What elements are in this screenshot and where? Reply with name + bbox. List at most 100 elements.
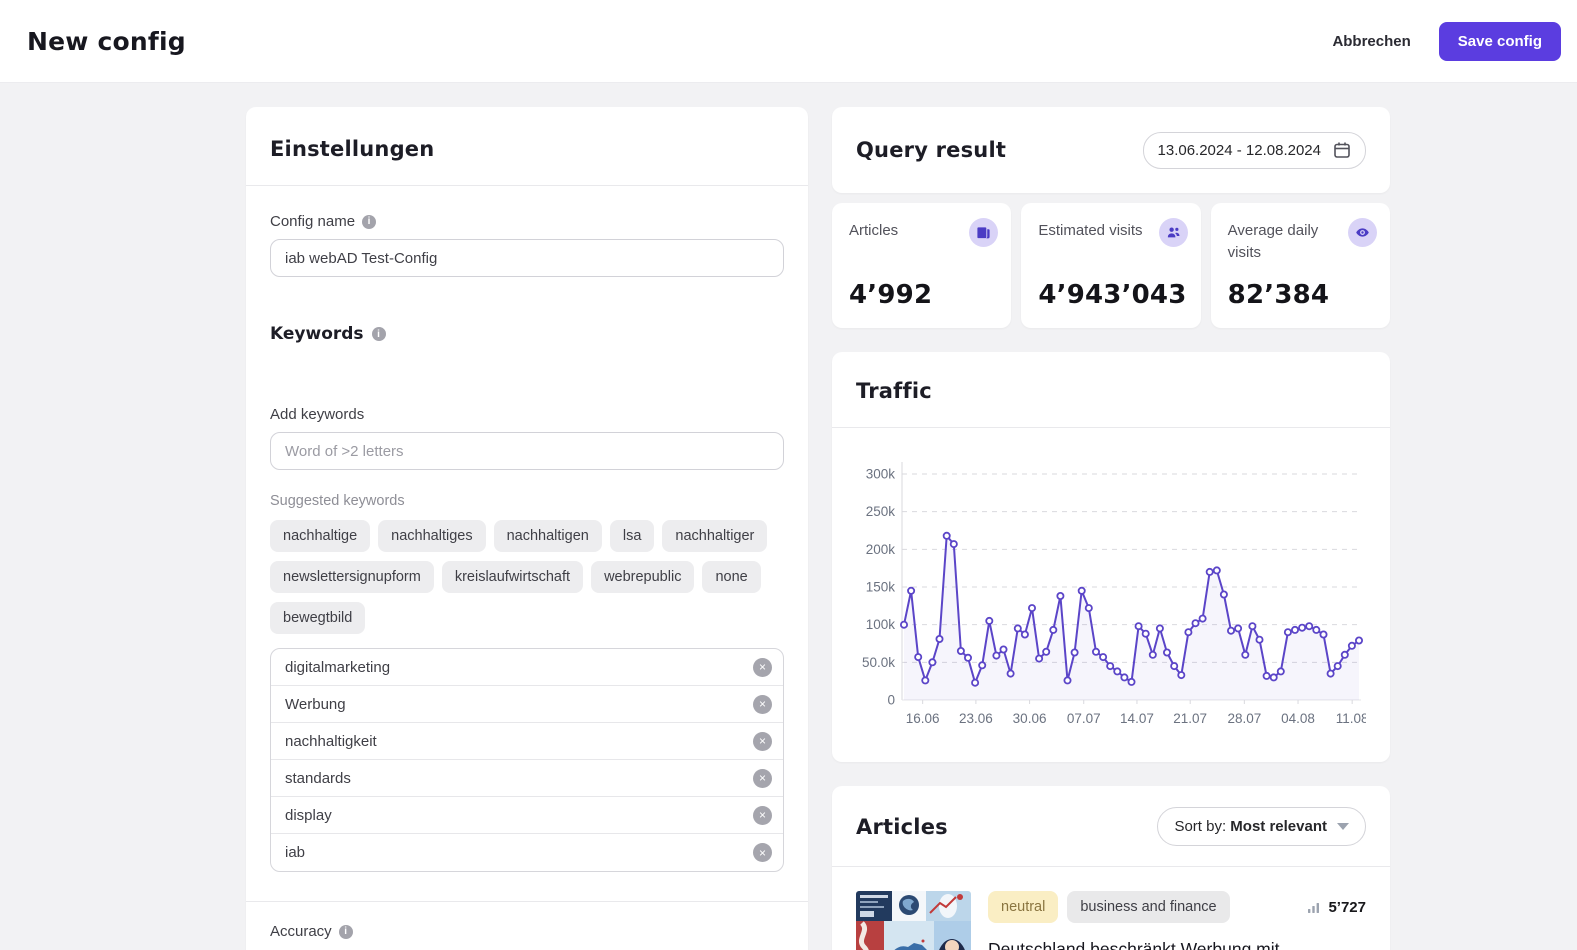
article-visits-value: 5’727 (1328, 899, 1366, 916)
suggested-keywords-label: Suggested keywords (270, 493, 784, 509)
accuracy-label: Accuracy (270, 923, 332, 940)
suggested-keyword-chip[interactable]: newslettersignupform (270, 561, 434, 593)
suggested-keyword-chip[interactable]: nachhaltige (270, 520, 370, 552)
traffic-card: Traffic 050.0k100k150k200k250k300k16.062… (832, 352, 1390, 762)
users-icon (1159, 218, 1188, 247)
keyword-label: Werbung (285, 696, 346, 713)
top-bar: New config Abbrechen Save config (0, 0, 1577, 83)
stat-value: 4’992 (849, 280, 997, 310)
cancel-button[interactable]: Abbrechen (1320, 23, 1422, 60)
sort-by-dropdown[interactable]: Sort by: Most relevant (1157, 807, 1366, 846)
traffic-title: Traffic (856, 379, 1366, 403)
stat-card-articles: Articles4’992 (832, 203, 1011, 328)
article-visits: 5’727 (1307, 899, 1366, 916)
config-name-input[interactable] (270, 239, 784, 277)
keyword-row: display × (271, 797, 783, 834)
articles-icon (969, 218, 998, 247)
svg-text:50.0k: 50.0k (862, 655, 895, 670)
info-icon[interactable]: i (362, 215, 376, 229)
remove-keyword-button[interactable]: × (753, 769, 772, 788)
stat-value: 82’384 (1228, 280, 1376, 310)
suggested-keyword-chip[interactable]: nachhaltigen (494, 520, 602, 552)
add-keywords-label: Add keywords (270, 406, 364, 423)
page-title: New config (27, 27, 186, 56)
bars-icon (1307, 900, 1321, 914)
articles-card: Articles Sort by: Most relevant neutralb… (832, 786, 1390, 950)
remove-keyword-button[interactable]: × (753, 732, 772, 751)
suggested-keyword-chip[interactable]: nachhaltiges (378, 520, 485, 552)
remove-keyword-button[interactable]: × (753, 843, 772, 862)
suggested-keywords-list: nachhaltigenachhaltiges nachhaltigenlsana… (270, 520, 784, 634)
calendar-icon (1333, 141, 1351, 159)
svg-text:250k: 250k (866, 504, 896, 519)
suggested-keyword-chip[interactable]: nachhaltiger (662, 520, 767, 552)
svg-text:04.08: 04.08 (1281, 711, 1315, 726)
keyword-label: nachhaltigkeit (285, 733, 377, 750)
settings-title: Einstellungen (270, 137, 784, 161)
svg-text:23.06: 23.06 (959, 711, 993, 726)
sort-by-label: Sort by: (1174, 818, 1226, 835)
suggested-keyword-chip[interactable]: kreislaufwirtschaft (442, 561, 583, 593)
divider (246, 901, 808, 902)
traffic-line-chart: 050.0k100k150k200k250k300k16.0623.0630.0… (856, 452, 1366, 754)
svg-text:28.07: 28.07 (1227, 711, 1261, 726)
add-keywords-input[interactable] (270, 432, 784, 470)
sort-by-value: Most relevant (1230, 818, 1327, 835)
keyword-row: iab × (271, 834, 783, 871)
category-badge: business and finance (1067, 891, 1229, 923)
svg-text:30.06: 30.06 (1013, 711, 1047, 726)
stat-value: 4’943’043 (1038, 280, 1186, 310)
query-result-title: Query result (856, 138, 1006, 162)
keyword-row: digitalmarketing × (271, 649, 783, 686)
save-config-button[interactable]: Save config (1439, 22, 1561, 61)
suggested-keyword-chip[interactable]: webrepublic (591, 561, 694, 593)
svg-text:11.08: 11.08 (1336, 711, 1366, 726)
eye-icon (1348, 218, 1377, 247)
svg-text:21.07: 21.07 (1173, 711, 1207, 726)
keywords-title: Keywords (270, 324, 364, 344)
keyword-row: Werbung × (271, 686, 783, 723)
suggested-keyword-chip[interactable]: bewegtbild (270, 602, 365, 634)
article-item[interactable]: neutral business and finance 5’727 Deutschl… (856, 867, 1366, 950)
selected-keywords-list: digitalmarketing × Werbung × nachhaltigkeit ×… (270, 648, 784, 872)
chevron-down-icon (1337, 823, 1349, 830)
articles-list: neutral business and finance 5’727 Deutschl… (856, 867, 1366, 950)
svg-text:14.07: 14.07 (1120, 711, 1154, 726)
query-result-card: Query result 13.06.2024 - 12.08.2024 (832, 107, 1390, 193)
sentiment-badge: neutral (988, 891, 1058, 923)
stat-card-average-daily-visits: Average daily visits82’384 (1211, 203, 1390, 328)
stats-row: Articles4’992Estimated visits4’943’043Av… (832, 203, 1390, 328)
info-icon[interactable]: i (339, 925, 353, 939)
traffic-chart: 050.0k100k150k200k250k300k16.0623.0630.0… (856, 428, 1366, 759)
remove-keyword-button[interactable]: × (753, 695, 772, 714)
keyword-label: display (285, 807, 332, 824)
remove-keyword-button[interactable]: × (753, 658, 772, 677)
article-body: neutral business and finance 5’727 Deutschl… (988, 891, 1366, 950)
info-icon[interactable]: i (372, 327, 386, 341)
keyword-row: nachhaltigkeit × (271, 723, 783, 760)
divider (246, 185, 808, 186)
suggested-keyword-chip[interactable]: none (702, 561, 760, 593)
article-title[interactable]: Deutschland beschränkt Werbung mit „klim… (988, 938, 1366, 950)
results-column: Query result 13.06.2024 - 12.08.2024 Art… (832, 107, 1390, 950)
keyword-label: iab (285, 844, 305, 861)
keyword-label: standards (285, 770, 351, 787)
suggested-keyword-chip[interactable]: lsa (610, 520, 655, 552)
top-bar-actions: Abbrechen Save config (1320, 22, 1561, 61)
svg-text:150k: 150k (866, 580, 896, 595)
article-thumbnail[interactable] (856, 891, 971, 950)
svg-text:07.07: 07.07 (1067, 711, 1101, 726)
svg-text:200k: 200k (866, 542, 896, 557)
article-meta: neutral business and finance 5’727 (988, 891, 1366, 923)
svg-text:100k: 100k (866, 617, 896, 632)
keyword-row: standards × (271, 760, 783, 797)
config-name-label: Config name (270, 213, 355, 230)
keyword-label: digitalmarketing (285, 659, 390, 676)
settings-card: Einstellungen Config name i Keywords i A… (246, 107, 808, 950)
date-range-picker[interactable]: 13.06.2024 - 12.08.2024 (1143, 132, 1366, 169)
article-thumbnail-illustration (856, 891, 971, 950)
svg-text:300k: 300k (866, 467, 896, 482)
date-range-value: 13.06.2024 - 12.08.2024 (1158, 142, 1321, 159)
remove-keyword-button[interactable]: × (753, 806, 772, 825)
svg-text:16.06: 16.06 (906, 711, 940, 726)
